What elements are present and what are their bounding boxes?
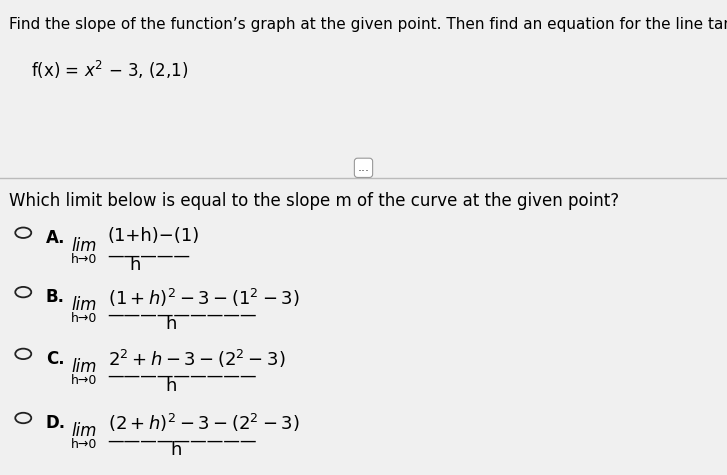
Text: h: h xyxy=(129,256,141,275)
Text: lim: lim xyxy=(71,237,97,255)
Text: h→0: h→0 xyxy=(71,374,97,387)
Text: lim: lim xyxy=(71,296,97,314)
Text: Which limit below is equal to the slope m of the curve at the given point?: Which limit below is equal to the slope … xyxy=(9,192,619,210)
Text: A.: A. xyxy=(46,229,65,247)
Text: —————————: ————————— xyxy=(108,431,257,449)
Text: lim: lim xyxy=(71,358,97,376)
Text: —————————: ————————— xyxy=(108,367,257,385)
Text: $(2+h)^2-3-(2^2-3)$: $(2+h)^2-3-(2^2-3)$ xyxy=(108,412,299,435)
Text: lim: lim xyxy=(71,422,97,440)
Text: h: h xyxy=(166,315,177,333)
Text: h→0: h→0 xyxy=(71,438,97,451)
Text: C.: C. xyxy=(46,350,65,368)
Text: —————: ————— xyxy=(108,247,190,265)
Text: h: h xyxy=(166,377,177,395)
Text: h→0: h→0 xyxy=(71,312,97,325)
Text: h→0: h→0 xyxy=(71,253,97,266)
Text: h: h xyxy=(171,441,182,459)
Text: $2^2+h-3-(2^2-3)$: $2^2+h-3-(2^2-3)$ xyxy=(108,348,285,371)
Text: Find the slope of the function’s graph at the given point. Then find an equation: Find the slope of the function’s graph a… xyxy=(9,17,727,32)
Text: ...: ... xyxy=(358,162,369,174)
Text: (1+h)−(1): (1+h)−(1) xyxy=(108,227,200,245)
Text: f(x) = $x^2$ $-$ 3, (2,1): f(x) = $x^2$ $-$ 3, (2,1) xyxy=(31,59,188,82)
Text: $(1+h)^2-3-(1^2-3)$: $(1+h)^2-3-(1^2-3)$ xyxy=(108,286,299,309)
Text: D.: D. xyxy=(46,414,66,432)
Text: B.: B. xyxy=(46,288,65,306)
Text: —————————: ————————— xyxy=(108,305,257,323)
